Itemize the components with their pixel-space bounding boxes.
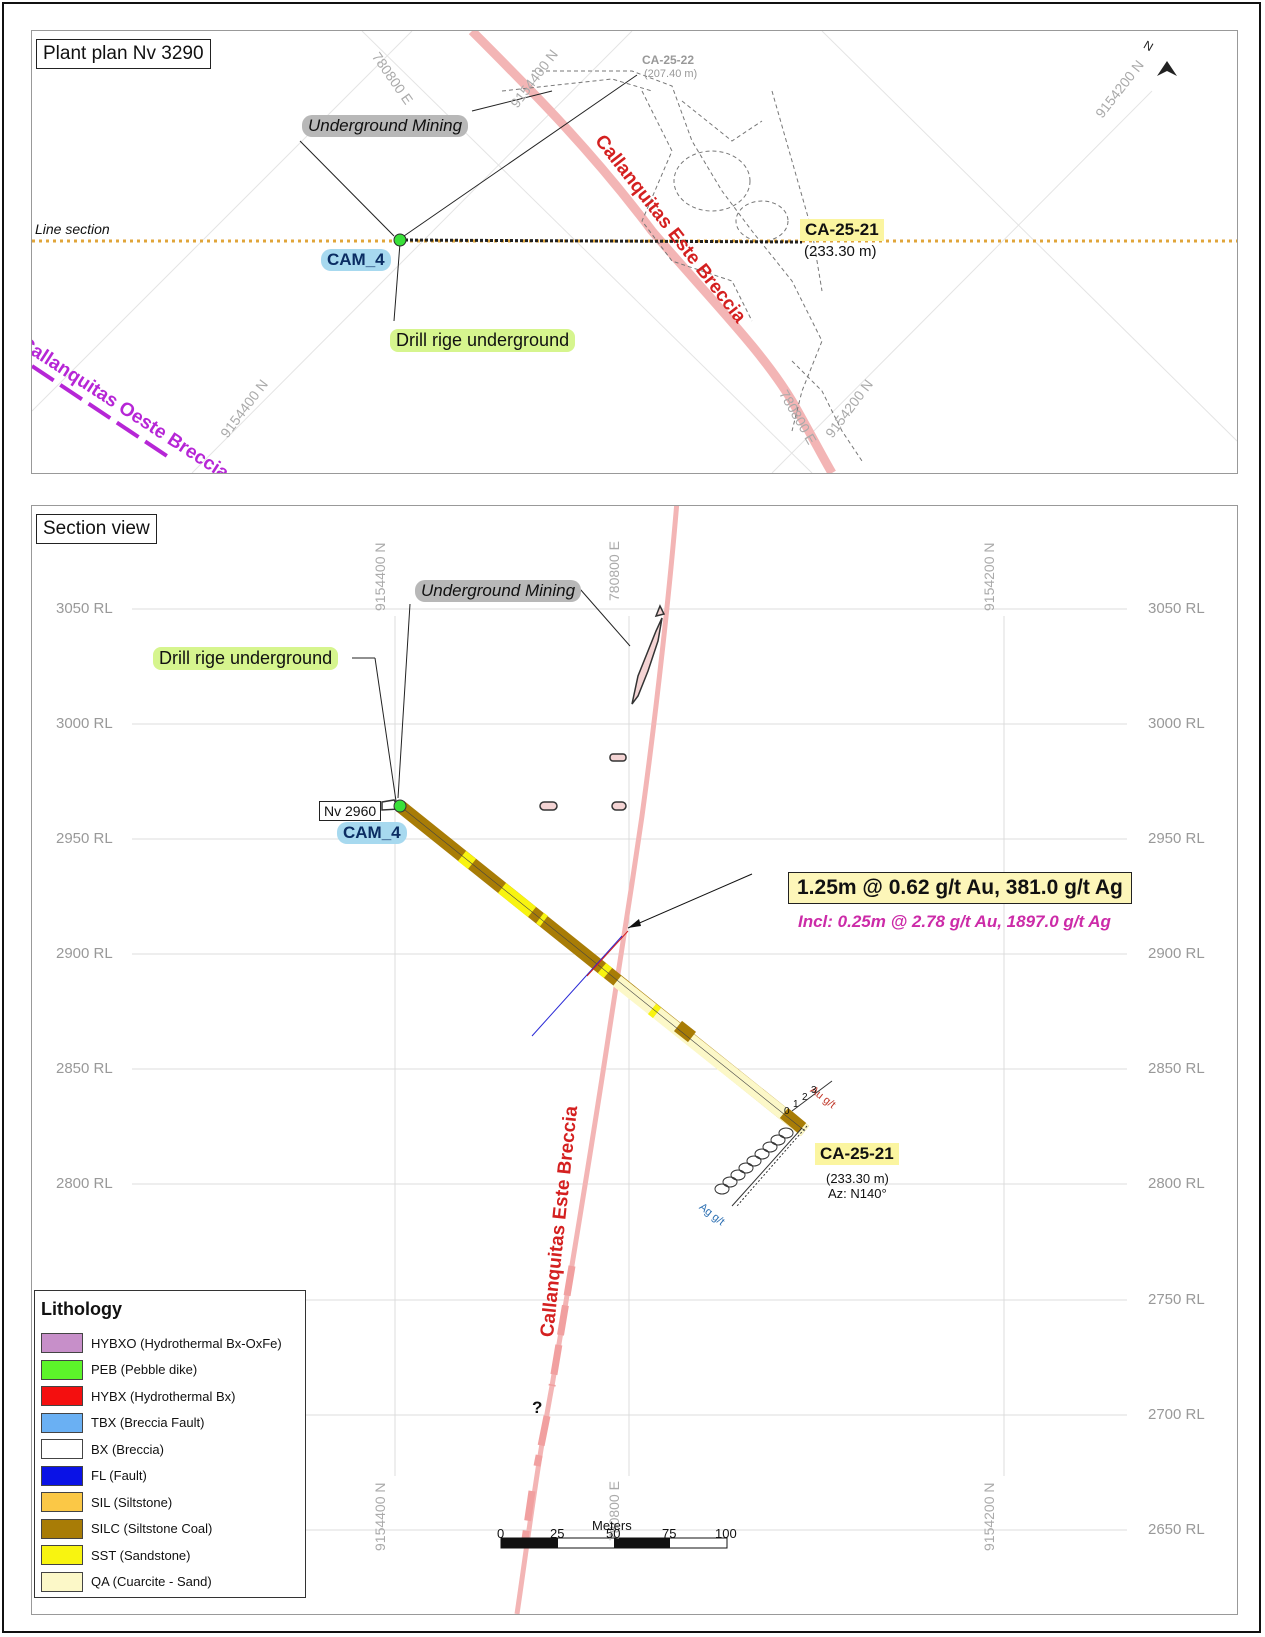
intercept-callout: 1.25m @ 0.62 g/t Au, 381.0 g/t Ag [788,872,1132,904]
este-breccia-trace [468,31,836,473]
section-underground-mining-label: Underground Mining [415,580,582,602]
section-underground-workings [381,604,666,811]
legend-label: BX (Breccia) [91,1441,164,1457]
section-collar-marker [393,799,407,813]
legend-item: TBX (Breccia Fault) [41,1410,305,1437]
rl-label-right: 2800 RL [1148,1175,1205,1192]
scale-title: Meters [592,1518,632,1533]
question-mark: ? [532,1398,543,1417]
legend-item: SST (Sandstone) [41,1542,305,1569]
rl-label-right: 3050 RL [1148,600,1205,617]
legend-swatch [41,1439,83,1460]
section-azimuth: Az: N140° [828,1186,887,1201]
coord-top-n9154400: 9154400 N [372,542,388,611]
plan-map-canvas [32,31,1237,473]
plan-hole-label: CA-25-21 [800,219,884,241]
scale-tick: 50 [606,1526,621,1541]
scale-tick: 0 [497,1526,505,1541]
rl-label-right: 2700 RL [1148,1406,1205,1423]
including-text: Incl: 0.25m @ 2.78 g/t Au, 1897.0 g/t Ag [798,912,1111,931]
scale-tick: 100 [715,1526,737,1541]
legend-label: PEB (Pebble dike) [91,1362,198,1378]
legend-swatch [41,1492,83,1513]
au-tick: 3 [811,1085,817,1096]
legend-item: SILC (Siltstone Coal) [41,1516,305,1543]
collar-marker [393,233,407,247]
scale-tick: 75 [662,1526,677,1541]
plan-underground-mining-label: Underground Mining [302,115,469,137]
scale-bar [500,1537,728,1549]
section-breccia-trace [514,506,680,1614]
lithology-legend: Lithology HYBXO (Hydrothermal Bx-OxFe) P… [34,1290,306,1598]
legend-label: HYBX (Hydrothermal Bx) [91,1388,236,1404]
legend-title: Lithology [41,1299,122,1319]
legend-swatch [41,1465,83,1486]
legend-swatch [41,1518,83,1539]
legend-item: QA (Cuarcite - Sand) [41,1569,305,1596]
plan-title: Plant plan Nv 3290 [36,39,211,69]
legend-label: FL (Fault) [91,1468,147,1484]
hole-trace-ca-25-21 [399,238,803,244]
section-collar-label: CAM_4 [337,822,407,844]
au-tick: 2 [802,1092,808,1103]
legend-swatch [41,1333,83,1354]
legend-swatch [41,1359,83,1380]
section-hole-label: CA-25-21 [815,1143,899,1165]
legend-item: HYBX (Hydrothermal Bx) [41,1383,305,1410]
rl-label-left: 2900 RL [56,945,113,962]
rl-label-right: 2850 RL [1148,1060,1205,1077]
coord-top-e780800: 780800 E [606,541,622,601]
legend-swatch [41,1571,83,1592]
section-drill-rig-label: Drill rige underground [153,647,339,670]
legend-label: QA (Cuarcite - Sand) [91,1574,212,1590]
rl-label-right: 2900 RL [1148,945,1205,962]
au-tick: 1 [793,1099,799,1110]
section-title: Section view [36,514,157,544]
legend-list: HYBXO (Hydrothermal Bx-OxFe) PEB (Pebble… [35,1330,305,1595]
au-tick: 0 [784,1106,790,1117]
north-arrow-icon [1157,61,1177,76]
rl-label-left: 3000 RL [56,715,113,732]
legend-swatch [41,1545,83,1566]
coord-top-n9154200: 9154200 N [981,542,997,611]
plan-aux-hole-label: CA-25-22 [642,53,695,67]
rl-label-right: 2750 RL [1148,1291,1205,1308]
oeste-breccia-trace [32,364,169,458]
legend-item: FL (Fault) [41,1463,305,1490]
line-section-label: Line section [35,221,110,237]
rl-label-left: 3050 RL [56,600,113,617]
legend-label: SILC (Siltstone Coal) [91,1521,213,1537]
legend-item: PEB (Pebble dike) [41,1357,305,1384]
coord-bottom-n9154400: 9154400 N [372,1482,388,1551]
rl-label-left: 2950 RL [56,830,113,847]
plan-aux-hole-length: (207.40 m) [644,68,698,80]
legend-label: SST (Sandstone) [91,1547,191,1563]
legend-item: BX (Breccia) [41,1436,305,1463]
level-box: Nv 2960 [319,801,382,821]
rl-label-right: 3000 RL [1148,715,1205,732]
plan-drill-rig-label: Drill rige underground [390,329,576,352]
legend-item: HYBXO (Hydrothermal Bx-OxFe) [41,1330,305,1357]
intercept-plane [531,935,623,1037]
plan-view-panel: Plant plan Nv 3290 Underground Mining Li… [31,30,1238,474]
legend-label: SIL (Siltstone) [91,1494,173,1510]
coord-bottom-n9154200: 9154200 N [981,1482,997,1551]
legend-swatch [41,1386,83,1407]
assay-histogram [714,1080,833,1207]
legend-item: SIL (Siltstone) [41,1489,305,1516]
legend-label: HYBXO (Hydrothermal Bx-OxFe) [91,1335,282,1351]
plan-collar-label: CAM_4 [321,249,391,271]
legend-label: TBX (Breccia Fault) [91,1415,205,1431]
rl-label-right: 2650 RL [1148,1521,1205,1538]
rl-label-left: 2850 RL [56,1060,113,1077]
rl-label-left: 2800 RL [56,1175,113,1192]
scale-tick: 25 [550,1526,565,1541]
legend-swatch [41,1412,83,1433]
rl-label-right: 2950 RL [1148,830,1205,847]
section-hole-length: (233.30 m) [826,1171,889,1186]
plan-hole-length: (233.30 m) [804,243,877,260]
